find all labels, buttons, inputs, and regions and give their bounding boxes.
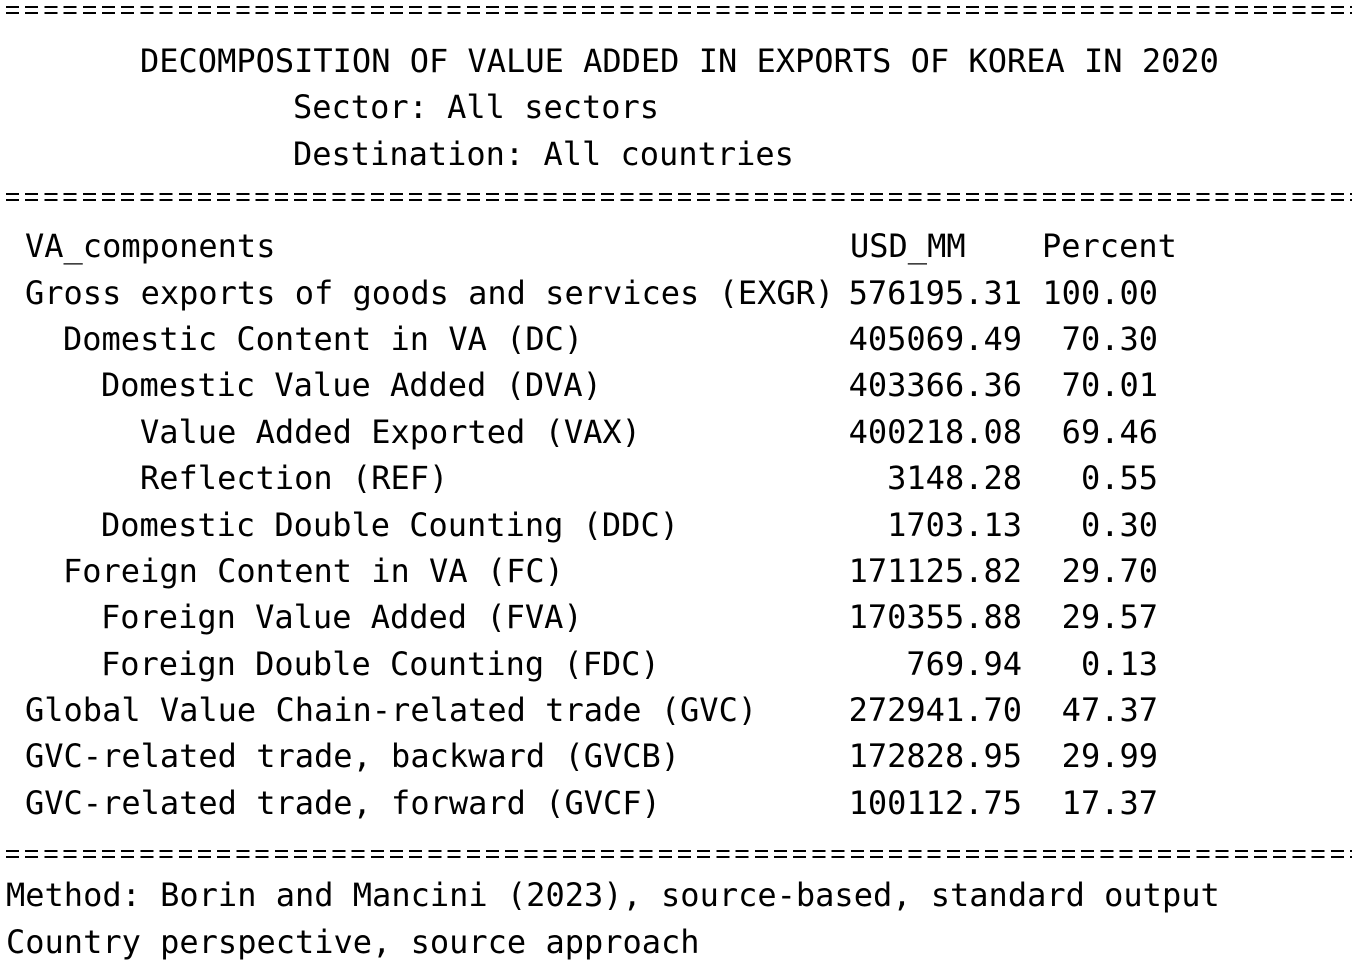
row-usd: 400218.08 (848, 412, 1022, 451)
row-percent: 0.13 (1080, 644, 1158, 683)
table-row: GVC-related trade, backward (GVCB) 17282… (6, 733, 1352, 779)
row-usd: 170355.88 (848, 598, 1022, 637)
row-label: Reflection (REF) (140, 459, 449, 498)
table-row: Foreign Content in VA (FC) 171125.82 29.… (6, 548, 1352, 594)
row-percent: 70.30 (1061, 319, 1158, 358)
table-row: Domestic Double Counting (DDC) 1703.13 0… (6, 502, 1352, 548)
row-percent: 70.01 (1061, 366, 1158, 405)
row-percent: 0.55 (1080, 459, 1158, 498)
table-row: GVC-related trade, forward (GVCF) 100112… (6, 780, 1352, 826)
table-row: Foreign Value Added (FVA) 170355.88 29.5… (6, 594, 1352, 640)
row-percent: 29.70 (1061, 551, 1158, 590)
table-row: Domestic Content in VA (DC) 405069.49 70… (6, 316, 1352, 362)
row-usd: 172828.95 (848, 737, 1022, 776)
row-percent: 17.37 (1061, 783, 1158, 822)
header-va-components: VA_components (25, 227, 276, 266)
header-usd-mm: USD_MM (850, 227, 966, 266)
row-label: GVC-related trade, backward (GVCB) (25, 737, 681, 776)
row-usd: 576195.31 (848, 273, 1022, 312)
table-row: Domestic Value Added (DVA) 403366.36 70.… (6, 362, 1352, 408)
row-percent: 29.57 (1061, 598, 1158, 637)
row-label: Foreign Content in VA (FC) (63, 551, 564, 590)
row-percent: 69.46 (1061, 412, 1158, 451)
destination-line: Destination: All countries (293, 134, 794, 173)
table-header-row: VA_components USD_MM Percent (6, 223, 1352, 269)
row-usd: 403366.36 (848, 366, 1022, 405)
row-percent: 100.00 (1042, 273, 1158, 312)
sector-line: Sector: All sectors (293, 88, 660, 127)
row-label: Domestic Double Counting (DDC) (101, 505, 679, 544)
table-row: Foreign Double Counting (FDC) 769.94 0.1… (6, 641, 1352, 687)
method-note: Method: Borin and Mancini (2023), source… (6, 876, 1220, 915)
table-row: Gross exports of goods and services (EXG… (6, 270, 1352, 316)
table-row: Global Value Chain-related trade (GVC) 2… (6, 687, 1352, 733)
row-percent: 0.30 (1080, 505, 1158, 544)
table-row: Value Added Exported (VAX) 400218.08 69.… (6, 409, 1352, 455)
table-row: Reflection (REF) 3148.28 0.55 (6, 455, 1352, 501)
row-usd: 272941.70 (848, 691, 1022, 730)
row-label: Foreign Value Added (FVA) (101, 598, 583, 637)
perspective-note: Country perspective, source approach (6, 922, 700, 961)
footer-notes: Method: Borin and Mancini (2023), source… (6, 872, 1352, 965)
title-block: DECOMPOSITION OF VALUE ADDED IN EXPORTS … (6, 38, 1352, 177)
row-usd: 769.94 (906, 644, 1022, 683)
row-label: Global Value Chain-related trade (GVC) (25, 691, 758, 730)
separator-rule (6, 844, 1352, 862)
row-label: Value Added Exported (VAX) (140, 412, 641, 451)
row-label: Gross exports of goods and services (EXG… (25, 273, 835, 312)
row-percent: 29.99 (1061, 737, 1158, 776)
row-label: GVC-related trade, forward (GVCF) (25, 783, 661, 822)
report-title: DECOMPOSITION OF VALUE ADDED IN EXPORTS … (140, 42, 1219, 80)
row-label: Foreign Double Counting (FDC) (101, 644, 660, 683)
header-percent: Percent (1042, 227, 1177, 266)
row-usd: 405069.49 (848, 319, 1022, 358)
separator-rule (6, 0, 1352, 18)
console-output: DECOMPOSITION OF VALUE ADDED IN EXPORTS … (6, 0, 1352, 965)
row-label: Domestic Value Added (DVA) (101, 366, 602, 405)
row-usd: 1703.13 (887, 505, 1022, 544)
row-label: Domestic Content in VA (DC) (63, 319, 584, 358)
separator-rule (6, 187, 1352, 205)
row-usd: 171125.82 (848, 551, 1022, 590)
va-table: VA_components USD_MM Percent Gross expor… (6, 223, 1352, 826)
row-percent: 47.37 (1061, 691, 1158, 730)
row-usd: 3148.28 (887, 459, 1022, 498)
row-usd: 100112.75 (848, 783, 1022, 822)
